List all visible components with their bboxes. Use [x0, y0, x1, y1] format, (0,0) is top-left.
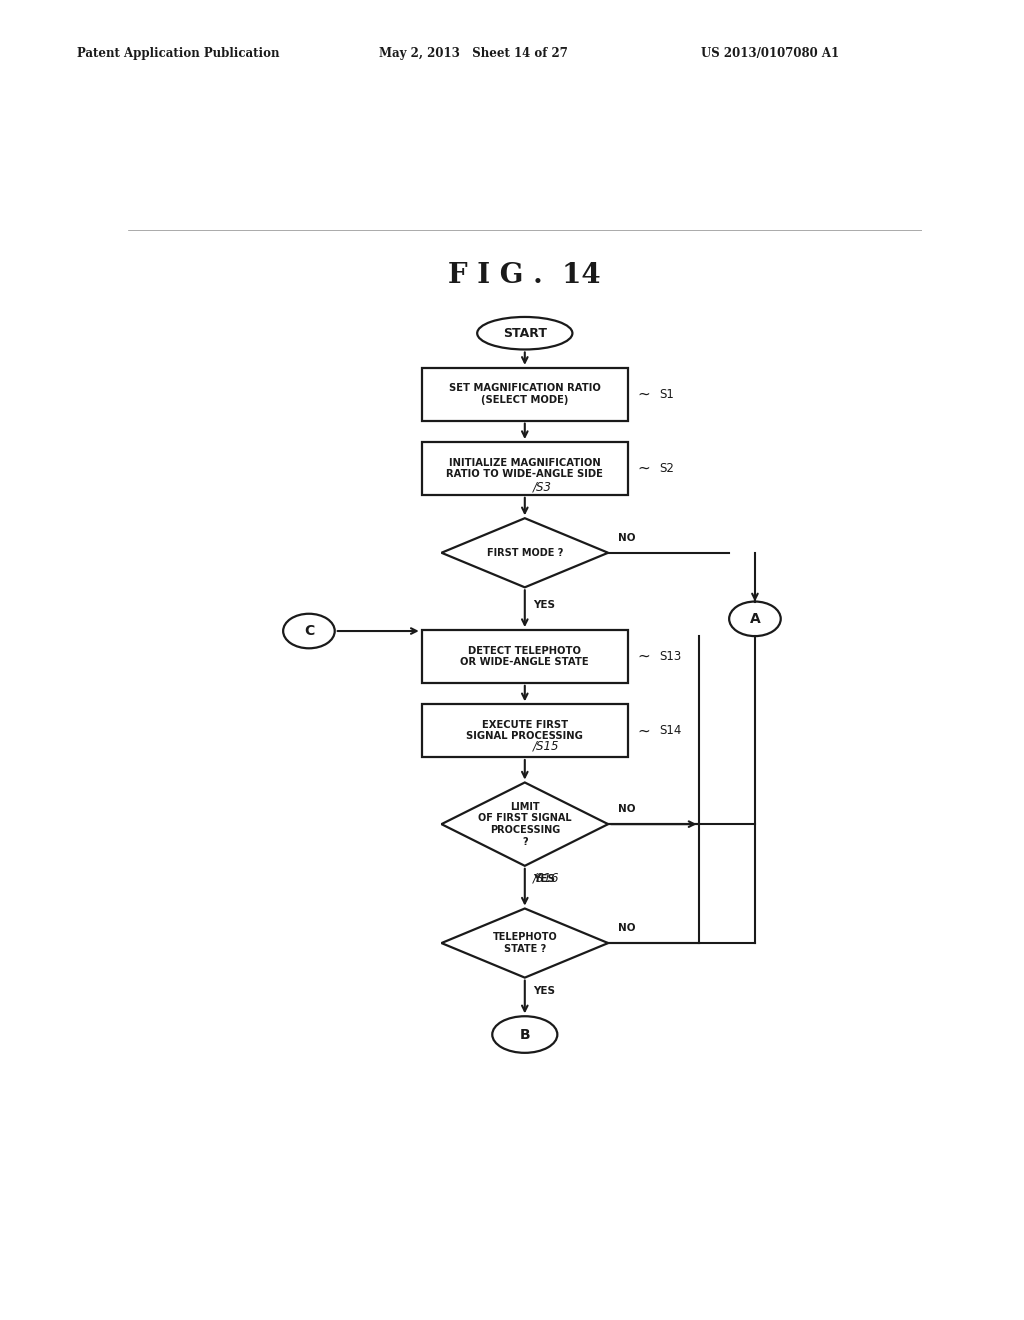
Text: FIRST MODE ?: FIRST MODE ?	[486, 548, 563, 558]
Text: EXECUTE FIRST
SIGNAL PROCESSING: EXECUTE FIRST SIGNAL PROCESSING	[466, 719, 584, 742]
Text: /S16: /S16	[532, 871, 559, 884]
Bar	[422, 704, 628, 758]
Text: B: B	[519, 1027, 530, 1041]
Text: NO: NO	[617, 923, 635, 933]
Text: F I G .  14: F I G . 14	[449, 261, 601, 289]
Bar	[422, 442, 628, 495]
Text: YES: YES	[532, 874, 555, 884]
Text: S13: S13	[659, 649, 682, 663]
Text: Patent Application Publication: Patent Application Publication	[77, 46, 280, 59]
Text: ~: ~	[638, 723, 650, 738]
Text: C: C	[304, 624, 314, 638]
Text: TELEPHOTO
STATE ?: TELEPHOTO STATE ?	[493, 932, 557, 954]
Text: INITIALIZE MAGNIFICATION
RATIO TO WIDE-ANGLE SIDE: INITIALIZE MAGNIFICATION RATIO TO WIDE-A…	[446, 458, 603, 479]
Text: NO: NO	[617, 804, 635, 814]
Text: US 2013/0107080 A1: US 2013/0107080 A1	[701, 46, 840, 59]
Text: YES: YES	[532, 986, 555, 995]
Text: DETECT TELEPHOTO
OR WIDE-ANGLE STATE: DETECT TELEPHOTO OR WIDE-ANGLE STATE	[461, 645, 589, 667]
Bar	[422, 368, 628, 421]
Text: /S15: /S15	[532, 741, 559, 752]
Bar	[422, 630, 628, 682]
Text: SET MAGNIFICATION RATIO
(SELECT MODE): SET MAGNIFICATION RATIO (SELECT MODE)	[449, 383, 601, 405]
Text: S1: S1	[659, 388, 675, 401]
Text: S2: S2	[659, 462, 675, 475]
Text: /S3: /S3	[532, 480, 552, 494]
Text: NO: NO	[617, 532, 635, 543]
Text: LIMIT
OF FIRST SIGNAL
PROCESSING
?: LIMIT OF FIRST SIGNAL PROCESSING ?	[478, 801, 571, 846]
Text: ~: ~	[638, 649, 650, 664]
Text: START: START	[503, 327, 547, 339]
Text: YES: YES	[532, 599, 555, 610]
Text: A: A	[750, 612, 760, 626]
Text: ~: ~	[638, 387, 650, 401]
Text: S14: S14	[659, 725, 682, 737]
Text: May 2, 2013   Sheet 14 of 27: May 2, 2013 Sheet 14 of 27	[379, 46, 567, 59]
Text: ~: ~	[638, 461, 650, 477]
